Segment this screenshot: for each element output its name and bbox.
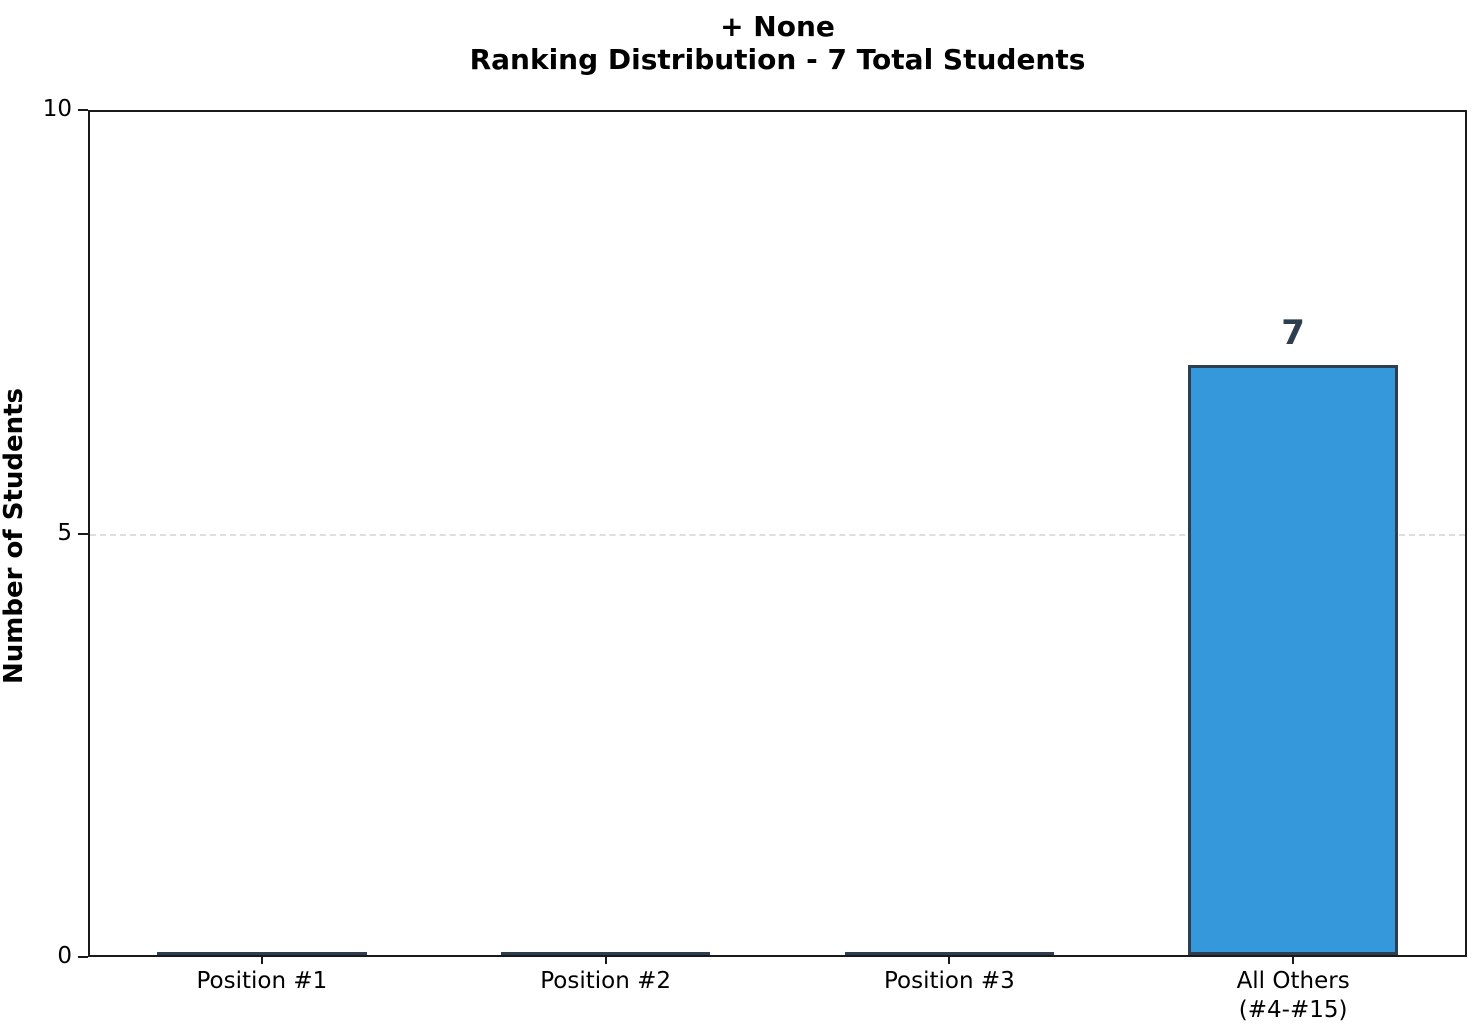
- bar-zero: [157, 952, 367, 955]
- chart-title-line1: + None: [720, 10, 835, 43]
- x-tick-mark: [1292, 955, 1295, 964]
- gridline-y5: [90, 533, 1465, 536]
- y-axis-label: Number of Students: [0, 387, 29, 685]
- chart-title-line2: Ranking Distribution - 7 Total Students: [469, 43, 1086, 76]
- bar-zero: [500, 952, 711, 955]
- plot-area: Position #1 Position #2 Position #3 7 All Ot…: [88, 110, 1467, 1023]
- bar-value-label: 7: [1281, 312, 1305, 353]
- x-tick-label: All Others (#4-#15): [1236, 968, 1350, 1023]
- y-tick-mark-5: [78, 533, 88, 535]
- bar-column: 7 All Others (#4-#15): [1121, 112, 1465, 1023]
- y-tick-label-5: 5: [57, 520, 72, 546]
- chart-title: + None Ranking Distribution - 7 Total St…: [88, 10, 1467, 76]
- bar-column: Position #1: [90, 112, 434, 994]
- bar-zero: [844, 952, 1055, 955]
- bar-columns: Position #1 Position #2 Position #3 7 All Ot…: [90, 112, 1465, 1023]
- y-tick-label-10: 10: [42, 96, 72, 122]
- y-tick-label-0: 0: [57, 943, 72, 969]
- y-tick-mark-0: [78, 956, 88, 958]
- x-tick-label: Position #1: [196, 968, 328, 994]
- x-tick-mark: [948, 955, 951, 964]
- bar-column: Position #3: [778, 112, 1122, 994]
- bar: [1188, 364, 1398, 955]
- x-tick-label: Position #2: [540, 968, 672, 994]
- x-tick-mark: [260, 955, 263, 964]
- y-tick-mark-10: [78, 109, 88, 111]
- x-tick-label: Position #3: [883, 968, 1015, 994]
- x-tick-mark: [604, 955, 607, 964]
- bar-column: Position #2: [434, 112, 778, 994]
